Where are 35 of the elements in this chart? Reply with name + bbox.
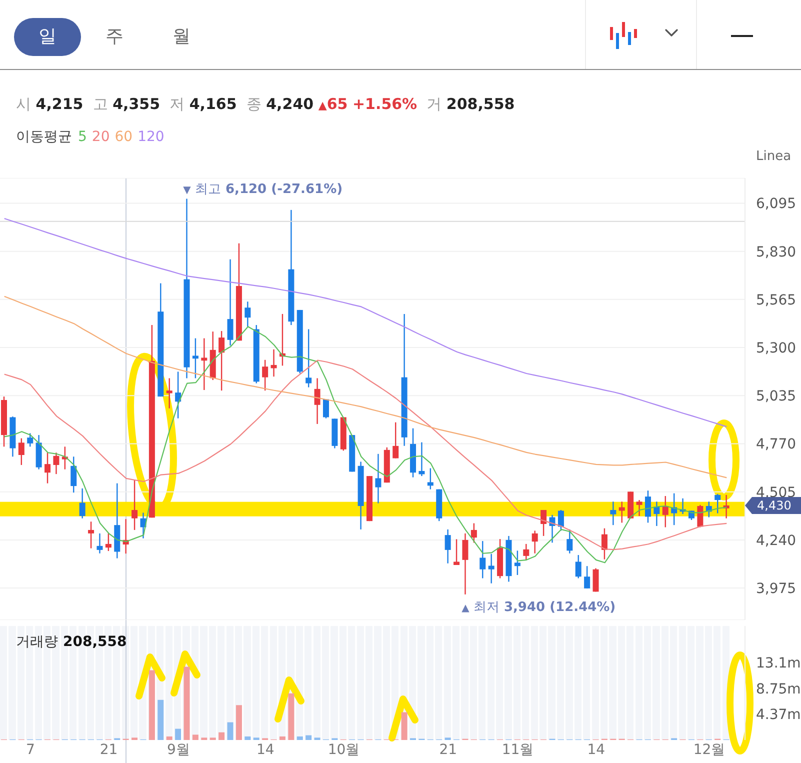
y-axis-title: Linea [756, 149, 792, 164]
text: 120 [138, 129, 164, 145]
text: 거래량 208,558 [16, 634, 127, 650]
x-tick-label: 21 [439, 742, 458, 758]
y-tick-label: 13.1m [756, 656, 801, 672]
annotation: ▲ 최저 3,940 (12.44%) [462, 600, 616, 615]
y-tick-label: 5,565 [756, 292, 796, 308]
x-tick-label: 14 [587, 742, 606, 758]
y-tick-label: 3,975 [756, 581, 796, 598]
x-tick-label: 12월 [693, 742, 726, 758]
text: 월 [172, 26, 190, 47]
x-tick-label: 10월 [328, 742, 360, 758]
text: 주 [106, 26, 124, 47]
text: 시 4,215 고 4,355 저 4,165 종 4,240 ▲65 +1.56% 거 208,558 [16, 95, 515, 113]
text: 일 [38, 26, 56, 47]
text: 4,430 [757, 498, 792, 513]
x-tick-label: 21 [100, 742, 118, 758]
y-tick-label: 4,770 [756, 436, 796, 453]
x-tick-label: 9월 [166, 742, 190, 758]
x-tick-label: 14 [256, 742, 274, 758]
y-tick-label: 8.75m [756, 681, 801, 698]
y-tick-label: 5,035 [756, 388, 796, 405]
x-tick-label: 7 [26, 742, 35, 758]
legend-title: 이동평균 [16, 128, 72, 146]
y-tick-label: 4.37m [756, 707, 801, 724]
y-tick-label: 6,095 [756, 196, 796, 212]
annotation: ▼ 최고 6,120 (-27.61%) [183, 182, 343, 198]
text: 20 [92, 129, 110, 145]
y-tick-label: 4,505 [756, 484, 796, 501]
text: 5 [78, 129, 87, 145]
text: 60 [114, 129, 133, 145]
y-tick-label: 5,830 [756, 244, 796, 260]
x-tick-label: 11월 [502, 742, 534, 758]
y-tick-label: 5,300 [756, 340, 796, 357]
y-tick-label: 4,240 [756, 532, 796, 549]
